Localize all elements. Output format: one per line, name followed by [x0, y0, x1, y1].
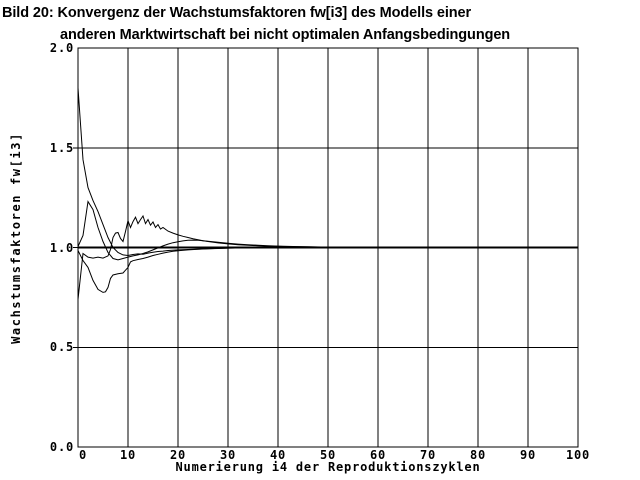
x-axis-title: Numerierung i4 der Reproduktionszyklen — [175, 460, 481, 474]
x-tick-label: 80 — [469, 448, 487, 462]
x-tick-label: 10 — [119, 448, 137, 462]
y-tick-label: 2.0 — [49, 41, 74, 55]
x-tick-label: 100 — [565, 448, 591, 462]
x-tick-label: 30 — [219, 448, 237, 462]
x-tick-label: 0 — [78, 448, 88, 462]
y-tick-label: 1.0 — [49, 240, 74, 255]
data-series — [77, 214, 578, 300]
x-tick-label: 60 — [369, 448, 387, 462]
y-tick-label: 0.0 — [49, 440, 74, 454]
y-tick-label: 1.5 — [49, 140, 74, 155]
x-tick-label: 70 — [419, 448, 437, 462]
x-tick-label: 20 — [169, 448, 187, 462]
chart-title-line-2: anderen Marktwirtschaft bei nicht optima… — [60, 27, 511, 43]
chart-title-line-1: Bild 20: Konvergenz der Wachstumsfaktore… — [2, 5, 472, 21]
x-tick-label: 50 — [319, 448, 337, 462]
y-tick-label: 0.5 — [49, 340, 74, 355]
x-tick-label: 40 — [269, 448, 287, 462]
x-tick-label: 90 — [519, 448, 537, 462]
